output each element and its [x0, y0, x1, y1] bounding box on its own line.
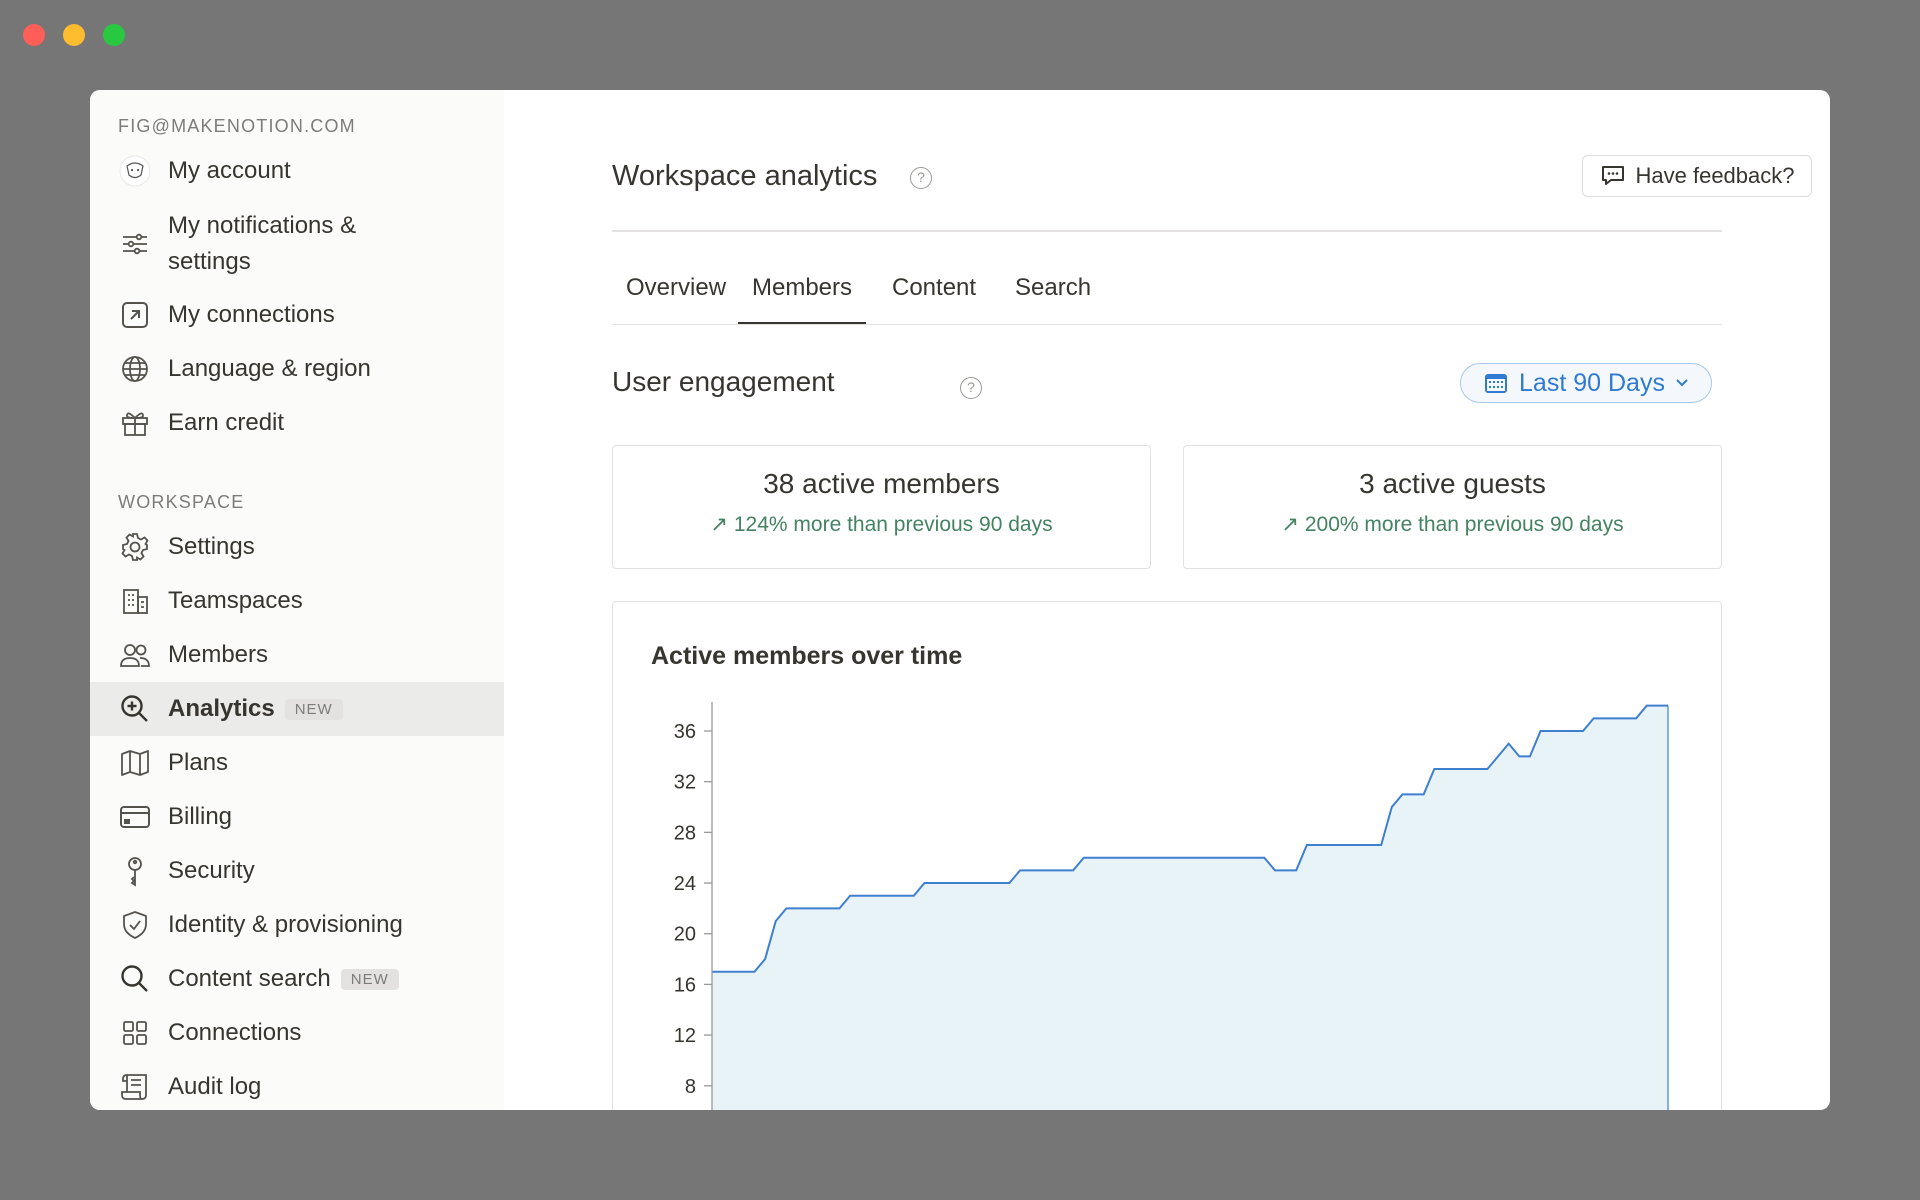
stat-delta: 124% more than previous 90 days — [733, 513, 1053, 536]
sidebar-item-label: Content search — [168, 965, 331, 992]
sidebar-item-plans[interactable]: Plans — [90, 736, 504, 790]
zoom-in-icon — [118, 692, 152, 726]
avatar — [118, 154, 152, 188]
sidebar-item-members[interactable]: Members — [90, 628, 504, 682]
y-tick-label: 36 — [674, 721, 696, 743]
sidebar-item-label: My account — [168, 157, 291, 184]
sidebar-item-label: Audit log — [168, 1073, 262, 1100]
date-range-label: Last 90 Days — [1519, 368, 1665, 397]
arrow-up-right-square-icon — [118, 298, 152, 332]
account-email-label: FIG@MAKENOTION.COM — [118, 116, 356, 136]
sidebar: FIG@MAKENOTION.COM My account My notifica… — [90, 90, 504, 1110]
sidebar-item-audit-log[interactable]: Audit log — [90, 1060, 504, 1110]
sidebar-item-my-account[interactable]: My account — [90, 144, 504, 198]
new-badge: NEW — [340, 968, 399, 990]
active-members-chart: 8 12 16 20 24 28 32 36 — [674, 702, 1669, 1110]
arrow-up-right-icon: ↗ — [710, 513, 729, 536]
sidebar-item-billing[interactable]: Billing — [90, 790, 504, 844]
y-tick-label: 28 — [674, 822, 696, 844]
sidebar-item-label: Analytics — [168, 695, 275, 722]
stat-title: 38 active members — [763, 468, 1000, 499]
y-tick-label: 20 — [674, 924, 696, 946]
sidebar-item-language-region[interactable]: Language & region — [90, 342, 504, 396]
help-icon[interactable]: ? — [960, 377, 982, 399]
y-tick-label: 12 — [674, 1025, 696, 1047]
sidebar-item-label: Connections — [168, 1019, 302, 1046]
sidebar-item-label: My notifications & settings — [168, 212, 357, 275]
sidebar-item-my-connections[interactable]: My connections — [90, 288, 504, 342]
y-tick-label: 32 — [674, 772, 696, 794]
sidebar-item-label: Plans — [168, 749, 229, 776]
sidebar-item-earn-credit[interactable]: Earn credit — [90, 396, 504, 450]
chevron-down-icon — [1676, 379, 1688, 387]
sliders-icon — [118, 227, 152, 261]
series-line — [712, 704, 1668, 973]
scroll-icon — [118, 1070, 152, 1104]
feedback-button[interactable]: Have feedback? — [1582, 155, 1812, 197]
sidebar-item-content-search[interactable]: Content search NEW — [90, 952, 504, 1006]
tab-overview[interactable]: Overview — [626, 274, 727, 301]
chart-title: Active members over time — [651, 642, 963, 670]
y-tick-label: 8 — [685, 1076, 696, 1098]
stat-card-guests: 3 active guests ↗ 200% more than previou… — [1183, 445, 1722, 569]
area-fill — [712, 705, 1668, 1110]
chat-bubble-icon — [1601, 166, 1624, 185]
y-tick-label: 24 — [674, 873, 696, 895]
stat-delta: 200% more than previous 90 days — [1304, 513, 1624, 536]
tab-members[interactable]: Members — [738, 272, 867, 324]
sidebar-item-label: Members — [168, 641, 269, 668]
workspace-section-label: WORKSPACE — [118, 492, 245, 512]
sidebar-item-label: Identity & provisioning — [168, 911, 403, 938]
zoom-window-button[interactable] — [103, 24, 125, 46]
settings-window: FIG@MAKENOTION.COM My account My notifica… — [90, 90, 1830, 1110]
sidebar-item-identity-provisioning[interactable]: Identity & provisioning — [90, 898, 504, 952]
sidebar-item-analytics[interactable]: Analytics NEW — [90, 682, 504, 736]
building-icon — [118, 584, 152, 618]
date-range-dropdown[interactable]: Last 90 Days — [1460, 363, 1712, 403]
sidebar-item-label: My connections — [168, 301, 335, 328]
tabs-divider — [612, 324, 1722, 325]
sidebar-item-label: Teamspaces — [168, 587, 303, 614]
sidebar-item-label: Language & region — [168, 355, 371, 382]
sidebar-item-connections[interactable]: Connections — [90, 1006, 504, 1060]
sidebar-item-label: Settings — [168, 533, 255, 560]
sidebar-item-my-notifications-settings[interactable]: My notifications & settings — [90, 199, 504, 289]
sidebar-item-label: Billing — [168, 803, 233, 830]
help-icon[interactable]: ? — [910, 167, 932, 189]
sidebar-item-teamspaces[interactable]: Teamspaces — [90, 574, 504, 628]
sidebar-item-settings[interactable]: Settings — [90, 520, 504, 574]
shield-check-icon — [118, 908, 152, 942]
arrow-up-right-icon: ↗ — [1281, 513, 1300, 536]
minimize-window-button[interactable] — [63, 24, 85, 46]
sidebar-item-label: Security — [168, 857, 255, 884]
search-icon — [118, 962, 152, 996]
grid-icon — [118, 1016, 152, 1050]
feedback-label: Have feedback? — [1635, 163, 1795, 188]
gift-icon — [118, 406, 152, 440]
sidebar-item-security[interactable]: Security — [90, 844, 504, 898]
tab-search[interactable]: Search — [1015, 274, 1092, 301]
y-tick-label: 16 — [674, 974, 696, 996]
stat-title: 3 active guests — [1359, 468, 1546, 499]
chart-card: Active members over time 8 12 16 20 24 28 32 36 — [612, 601, 1722, 1110]
stat-card-members: 38 active members ↗ 124% more than previ… — [612, 445, 1151, 569]
sidebar-item-label: Earn credit — [168, 409, 285, 436]
divider — [612, 230, 1722, 232]
gear-icon — [118, 530, 152, 564]
tab-content[interactable]: Content — [892, 274, 977, 301]
calendar-icon — [1485, 374, 1508, 393]
page-title: Workspace analytics — [612, 160, 878, 192]
section-title: User engagement — [612, 366, 835, 397]
credit-card-icon — [118, 800, 152, 834]
map-icon — [118, 746, 152, 780]
globe-icon — [118, 352, 152, 386]
close-window-button[interactable] — [23, 24, 45, 46]
key-icon — [118, 854, 152, 888]
people-icon — [118, 638, 152, 672]
new-badge: NEW — [284, 698, 343, 720]
